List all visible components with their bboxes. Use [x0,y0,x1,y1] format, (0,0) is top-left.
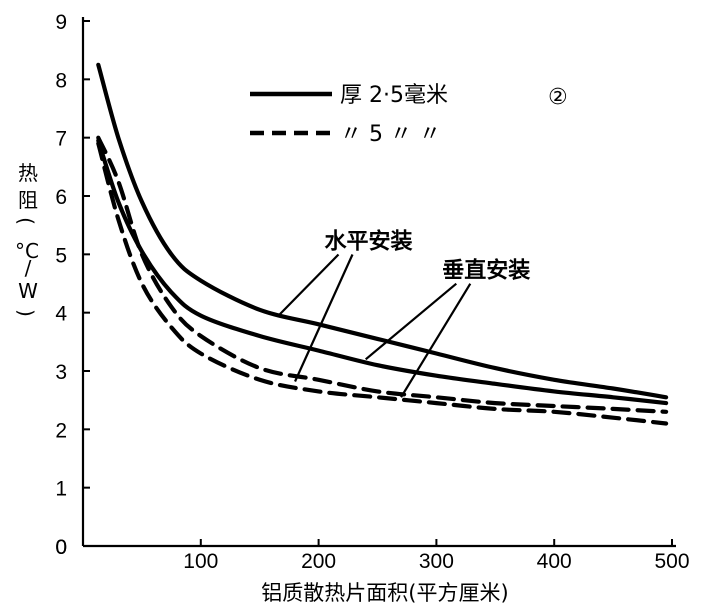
series-line-3 [96,135,669,414]
annotation-pointer [400,283,472,398]
y-axis-title-char: / [25,256,32,280]
y-axis-title: 热 阻 ( °C / W ) [14,161,39,317]
x-axis-ticks: 100 200 300 400 500 0 [55,536,689,573]
x-tick-label: 400 [537,550,572,573]
y-tick-label: 1 [55,478,67,501]
y-tick-label: 2 [55,419,67,442]
y-tick-label: 7 [55,128,67,151]
annotation-pointer [294,254,354,382]
x-tick-label: 300 [419,550,454,573]
y-axis-title-char: ( [14,217,38,225]
annotation-label: 水平安装 [324,229,412,255]
series-line-4 [96,141,669,426]
y-axis-title-char: °C [15,239,39,263]
legend: 厚 2·5毫米〃 5 〃 〃 ② [250,83,568,147]
y-tick-label: 3 [55,361,67,384]
series-line-1 [96,62,669,400]
y-axis-title-char: 热 [18,161,38,185]
series-layer [96,62,669,426]
y-tick-label: 6 [55,186,67,209]
chart-axes [81,17,676,548]
y-tick-label: 9 [55,11,67,34]
annotation-pointer [276,253,340,318]
figure-mark: ② [548,85,568,110]
legend-label-2: 〃 5 〃 〃 [340,122,441,147]
annotation-label: 垂直安装 [442,258,530,284]
y-tick-label: 4 [55,303,67,326]
origin-label: 0 [55,536,67,559]
x-tick-label: 500 [654,550,689,573]
y-tick-label: 0 [55,536,67,559]
y-axis-title-char: W [18,279,38,303]
y-axis-title-char: 阻 [18,188,38,212]
annotation-pointer [365,282,457,361]
y-axis-title-char: ) [14,309,38,317]
y-axis-ticks: 0 1 2 3 4 5 6 7 8 9 [55,11,90,559]
x-tick-label: 100 [183,550,218,573]
x-tick-label: 200 [301,550,336,573]
y-tick-label: 5 [55,244,67,267]
y-tick-label: 8 [55,69,67,92]
legend-label-1: 厚 2·5毫米 [340,83,448,108]
series-line-2 [96,138,669,406]
x-axis-title: 铝质散热片面积(平方厘米) [261,581,508,605]
